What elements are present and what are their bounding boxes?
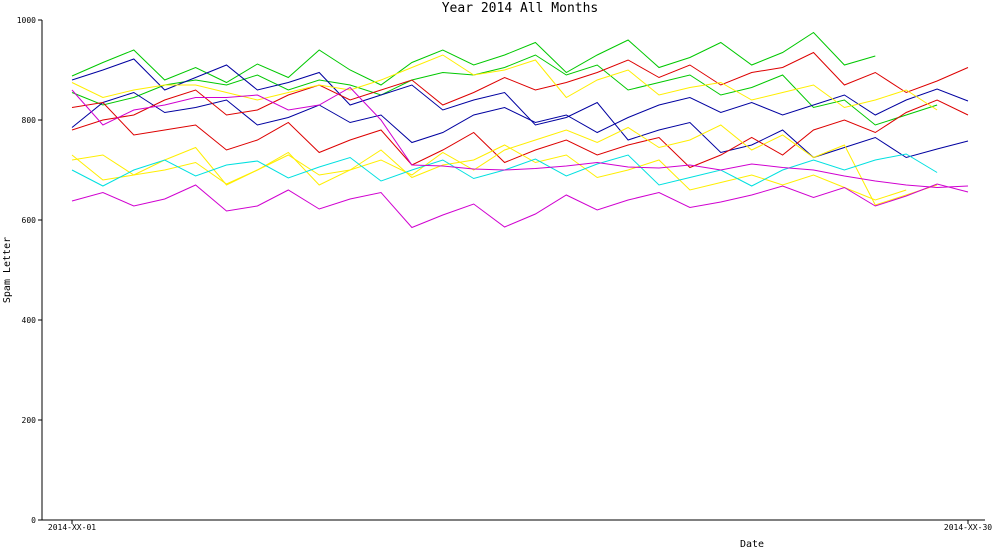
x-tick-label: 2014-XX-30	[944, 523, 992, 532]
x-axis-label: Date	[740, 539, 764, 550]
series-line-6	[71, 51, 969, 131]
series-line-12	[71, 86, 969, 189]
axes	[41, 20, 985, 521]
series-line-7	[71, 124, 938, 206]
series-line-5	[71, 99, 969, 169]
series-line-9	[71, 144, 907, 201]
y-tick-label: 400	[22, 316, 37, 325]
series-line-1	[71, 31, 876, 86]
y-tick-label: 600	[22, 216, 37, 225]
x-tick-label: 2014-XX-01	[48, 523, 96, 532]
series-line-4	[71, 88, 969, 144]
tick-marks: 0 200 400 600 800 1000 2014-XX-01 2014-XX-30	[17, 16, 993, 532]
series-line-8	[71, 54, 938, 111]
series-lines	[71, 31, 969, 229]
y-tick-label: 200	[22, 416, 37, 425]
y-tick-label: 0	[31, 516, 36, 525]
series-line-11	[71, 183, 969, 229]
y-axis-label: Spam Letter	[2, 237, 13, 303]
series-line-2	[71, 54, 938, 126]
chart-title: Year 2014 All Months	[442, 1, 599, 16]
y-tick-label: 800	[22, 116, 37, 125]
y-tick-label: 1000	[17, 16, 36, 25]
